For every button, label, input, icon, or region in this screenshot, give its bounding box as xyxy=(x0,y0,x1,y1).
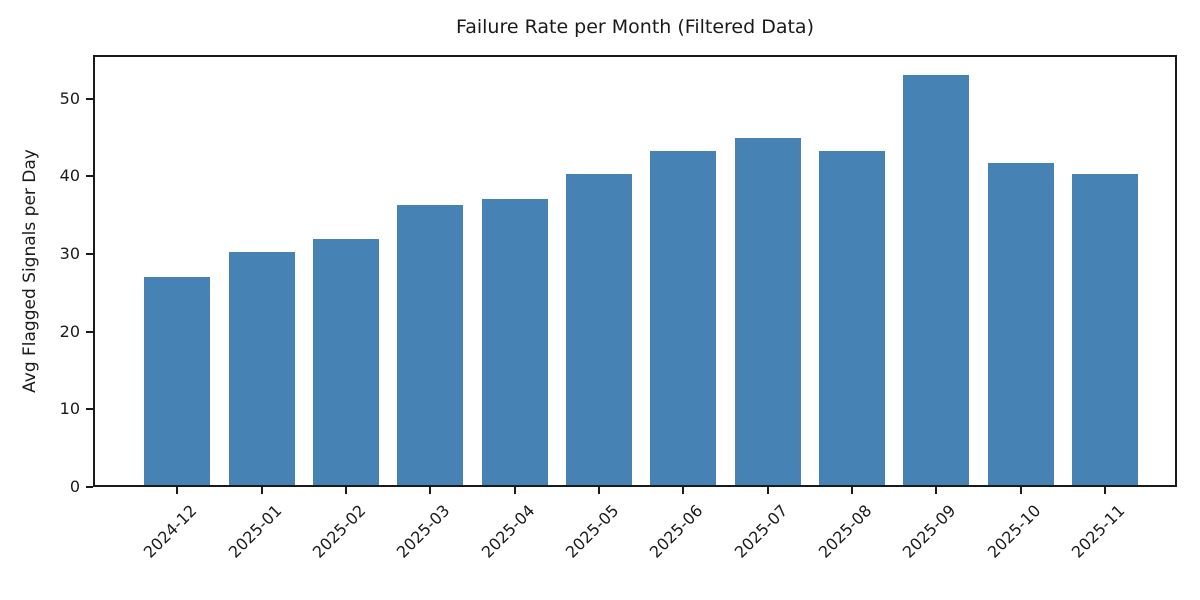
y-tick-mark xyxy=(86,486,93,488)
x-tick-mark xyxy=(850,487,853,494)
x-tick-mark xyxy=(1019,487,1022,494)
bar xyxy=(397,205,464,485)
x-tick-mark xyxy=(260,487,263,494)
x-tick-mark xyxy=(682,487,685,494)
x-tick-mark xyxy=(176,487,179,494)
y-tick-label: 20 xyxy=(59,321,80,341)
x-tick-mark xyxy=(935,487,938,494)
y-tick-label: 50 xyxy=(59,88,80,108)
bar xyxy=(565,174,632,485)
y-tick-mark xyxy=(86,408,93,411)
y-tick-mark xyxy=(86,252,93,255)
y-tick-label: 0 xyxy=(69,477,80,496)
bar xyxy=(228,252,295,485)
x-tick-mark xyxy=(766,487,769,494)
y-tick-label: 40 xyxy=(59,166,80,186)
y-tick-mark xyxy=(86,175,93,178)
x-tick-mark xyxy=(1103,487,1106,494)
y-tick-label: 30 xyxy=(59,243,80,263)
bar xyxy=(903,75,970,485)
y-tick-mark xyxy=(86,330,93,333)
chart-title: Failure Rate per Month (Filtered Data) xyxy=(456,16,814,38)
plot-area xyxy=(93,55,1177,487)
x-tick-label: 2024-12 xyxy=(139,501,201,562)
bar xyxy=(312,239,379,485)
bar xyxy=(1071,174,1138,485)
bar xyxy=(818,151,885,485)
y-tick-label: 10 xyxy=(59,399,80,419)
bar xyxy=(144,277,211,485)
x-tick-mark xyxy=(513,487,516,494)
bar xyxy=(650,151,717,485)
x-tick-mark xyxy=(597,487,600,494)
x-tick-mark xyxy=(344,487,347,494)
bar xyxy=(987,163,1054,485)
y-tick-mark xyxy=(86,97,93,100)
bar xyxy=(481,199,548,485)
bar xyxy=(734,138,801,485)
x-tick-mark xyxy=(429,487,432,494)
